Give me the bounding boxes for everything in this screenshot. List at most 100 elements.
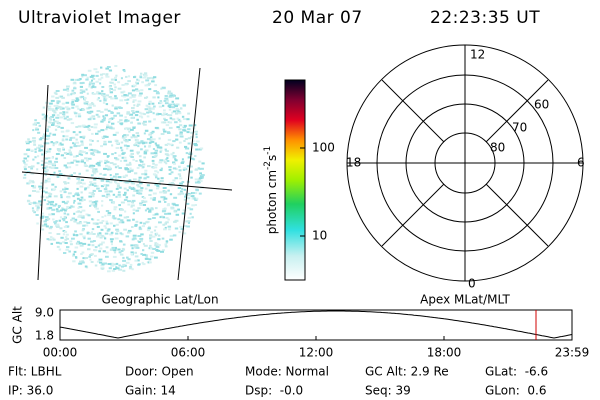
pixel (27, 199, 30, 202)
pixel (80, 253, 83, 255)
pixel (97, 234, 100, 237)
pixel (143, 123, 147, 126)
pixel (62, 135, 65, 138)
pixel (147, 82, 152, 85)
pixel (99, 261, 103, 264)
pixel (167, 218, 170, 221)
pixel (144, 257, 149, 260)
pixel (167, 203, 170, 205)
pixel (137, 207, 141, 210)
pixel (194, 192, 198, 195)
pixel (47, 125, 51, 128)
pixel (74, 246, 79, 249)
pixel (114, 181, 118, 184)
pixel (111, 269, 116, 272)
pixel (58, 150, 62, 153)
pixel (46, 203, 49, 206)
pixel (133, 76, 136, 79)
pixel (82, 235, 86, 238)
pixel (155, 245, 160, 248)
pixel (100, 264, 105, 267)
pixel (56, 176, 60, 178)
pixel (76, 240, 81, 243)
pixel (172, 151, 175, 154)
pixel (130, 181, 134, 184)
pixel (66, 200, 70, 203)
pixel (141, 173, 145, 176)
pixel (130, 168, 134, 171)
pixel (51, 124, 55, 126)
pixel (117, 121, 121, 123)
pixel (26, 148, 31, 151)
pixel (57, 148, 61, 151)
pixel (82, 224, 86, 227)
pixel (109, 190, 113, 193)
pixel (144, 145, 147, 148)
pixel (136, 105, 139, 107)
pixel (96, 140, 100, 143)
pixel (119, 186, 122, 189)
pixel (166, 157, 169, 160)
pixel (73, 212, 76, 215)
pixel (191, 157, 194, 160)
pixel (147, 227, 151, 230)
pixel (108, 121, 111, 124)
pixel (118, 154, 122, 157)
pixel (167, 121, 170, 124)
pixel (63, 252, 67, 254)
pixel (56, 104, 59, 107)
pixel (106, 155, 109, 158)
pixel (63, 157, 67, 159)
pixel (105, 180, 110, 183)
pixel (179, 133, 183, 136)
pixel (122, 193, 126, 196)
pixel (119, 214, 123, 217)
pixel (74, 230, 77, 233)
pixel (38, 188, 41, 190)
pixel (47, 157, 51, 160)
pixel (160, 215, 164, 218)
pixel (159, 150, 162, 153)
pixel (55, 96, 60, 99)
pixel (60, 126, 64, 129)
pixel (169, 234, 174, 237)
pixel (123, 198, 128, 201)
pixel (68, 118, 73, 121)
pixel (160, 133, 165, 135)
pixel (34, 148, 37, 151)
pixel (181, 160, 185, 163)
pixel (58, 248, 62, 251)
pixel (153, 152, 158, 155)
pixel (142, 204, 147, 206)
pixel (164, 148, 167, 151)
pixel (132, 100, 135, 103)
pixel (78, 172, 82, 175)
pixel (113, 249, 117, 252)
pixel (92, 222, 97, 225)
pixel (99, 99, 102, 102)
pixel (48, 166, 52, 169)
pixel (122, 95, 126, 98)
pixel (154, 170, 158, 173)
pixel (85, 101, 89, 103)
pixel (136, 184, 140, 187)
pixel (51, 208, 56, 211)
pixel (96, 219, 100, 221)
pixel (164, 102, 169, 105)
pixel (110, 177, 114, 180)
pixel (190, 136, 194, 138)
x-tick-label: 06:00 (171, 346, 206, 360)
pixel (45, 196, 49, 199)
pixel (153, 229, 157, 232)
pixel (127, 75, 131, 78)
pixel (119, 122, 124, 125)
pixel (167, 225, 172, 228)
pixel (123, 228, 127, 231)
pixel (42, 224, 46, 227)
pixel (98, 92, 102, 95)
pixel (199, 147, 204, 150)
pixel (178, 169, 182, 172)
pixel (83, 221, 88, 223)
pixel (75, 97, 79, 100)
pixel (194, 130, 198, 133)
